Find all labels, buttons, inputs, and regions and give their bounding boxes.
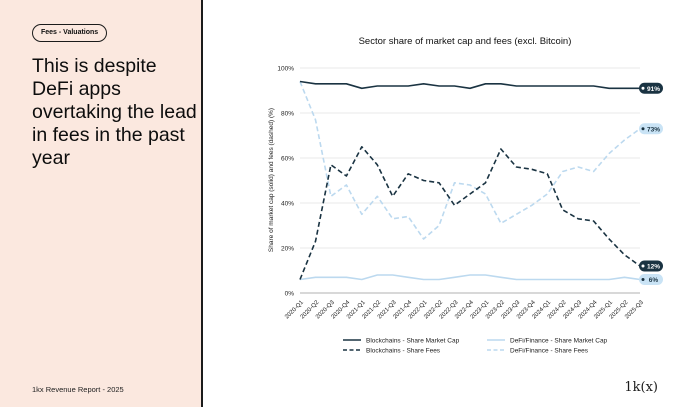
y-axis-label: Share of market cap (solid) and fees (da… <box>268 108 275 252</box>
chart-title: Sector share of market cap and fees (exc… <box>359 36 572 47</box>
end-label-dot <box>641 264 645 268</box>
section-tag: Fees - Valuations <box>32 24 108 42</box>
x-axis: 2020-Q12020-Q22020-Q32020-Q42021-Q12021-… <box>284 299 645 320</box>
end-label-badge <box>639 274 663 285</box>
series-line <box>299 146 641 280</box>
line-chart: Sector share of market cap and fees (exc… <box>268 36 663 354</box>
end-label: 73% <box>647 126 660 133</box>
series-line <box>299 274 641 281</box>
series-group <box>299 80 641 281</box>
legend-label: Blockchains - Share Market Cap <box>366 337 460 344</box>
y-tick-label: 60% <box>281 156 294 163</box>
y-tick-label: 40% <box>281 201 294 208</box>
end-labels: 91% 12% 6% 73% <box>639 82 663 285</box>
end-label: 91% <box>647 86 660 93</box>
end-label-badge <box>639 123 663 135</box>
end-label: 6% <box>649 277 659 284</box>
y-tick-label: 0% <box>285 291 295 298</box>
series-line <box>299 81 641 240</box>
end-label-badge <box>639 82 663 94</box>
end-label-dot <box>641 86 645 90</box>
end-label-badge <box>639 260 663 272</box>
end-label-dot <box>641 278 645 281</box>
y-tick-label: 100% <box>277 66 294 73</box>
legend-label: Blockchains - Share Fees <box>366 347 441 354</box>
y-tick-label: 20% <box>281 246 294 253</box>
y-axis: 0% 20% 40% 60% 80% 100% <box>277 66 294 298</box>
end-label: 12% <box>647 264 660 271</box>
legend-label: DeFi/Finance - Share Fees <box>510 347 589 354</box>
left-panel: Fees - Valuations This is despite DeFi a… <box>0 0 203 407</box>
end-label-dot <box>641 127 645 131</box>
headline: This is despite DeFi apps overtaking the… <box>32 55 197 169</box>
legend-label: DeFi/Finance - Share Market Cap <box>510 337 608 344</box>
legend: Blockchains - Share Market Cap DeFi/Finan… <box>343 337 608 354</box>
series-line <box>299 80 640 90</box>
chart-panel: Sector share of market cap and fees (exc… <box>203 0 680 407</box>
report-footer: 1kx Revenue Report - 2025 <box>32 385 124 394</box>
brand-logo: 1k(x) <box>624 380 658 395</box>
y-tick-label: 80% <box>281 111 294 118</box>
grid <box>300 67 640 294</box>
